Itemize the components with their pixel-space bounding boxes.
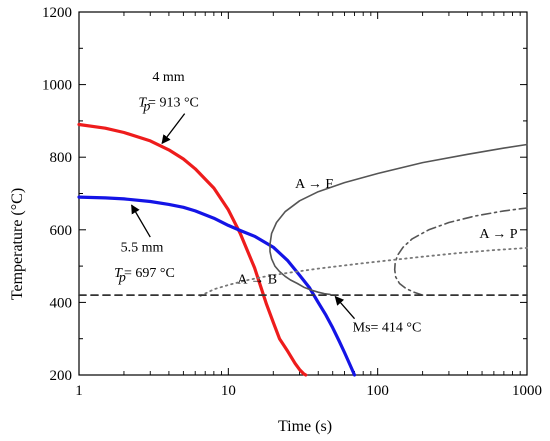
y-tick-label: 1200: [42, 5, 72, 21]
series-group: [77, 122, 528, 377]
label-55mm-size: 5.5 mm: [121, 241, 164, 256]
label-4mm-tp-val: = 913 °C: [148, 95, 199, 110]
y-tick-label: 1000: [42, 78, 72, 94]
x-tick-label: 1: [75, 383, 83, 399]
plot-frame: [78, 11, 528, 376]
y-tick-label: 600: [50, 223, 73, 239]
label-55mm-tp-val: = 697 °C: [124, 266, 175, 281]
label-ms: Ms= 414 °C: [353, 320, 422, 335]
arrow-55mm: [131, 204, 151, 238]
series-ferrite-curve: [269, 143, 528, 296]
series-bainite-curve: [199, 246, 528, 297]
arrow-ms: [334, 295, 356, 320]
x-axis-title: Time (s): [278, 418, 332, 435]
series-pearlite-curve: [393, 207, 528, 296]
label-55mm-tp-sym: T: [114, 266, 123, 281]
x-tick-label: 10: [221, 383, 236, 399]
series-cool-4mm: [77, 122, 308, 377]
x-tick-label: 1000: [512, 383, 542, 399]
label-af: A → F: [295, 177, 333, 192]
y-axis-title: Temperature (°C): [9, 188, 26, 300]
label-55mm-tp-sub: p: [118, 270, 126, 285]
x-tick-label: 100: [366, 383, 389, 399]
series-cool-5-5mm: [77, 195, 357, 377]
label-ab: A → B: [237, 273, 277, 288]
y-tick-label: 200: [50, 368, 73, 384]
label-4mm-tp-sym: T: [138, 95, 147, 110]
y-tick-label: 800: [50, 150, 73, 166]
label-ap: A → P: [479, 227, 517, 242]
label-4mm-tp-sub: p: [142, 100, 150, 115]
arrow-4mm: [161, 113, 186, 145]
label-4mm-size: 4 mm: [152, 70, 184, 85]
axes: 200 400 600 800 1000 1200 1 10 100 1000: [42, 5, 542, 399]
y-tick-label: 400: [50, 295, 73, 311]
